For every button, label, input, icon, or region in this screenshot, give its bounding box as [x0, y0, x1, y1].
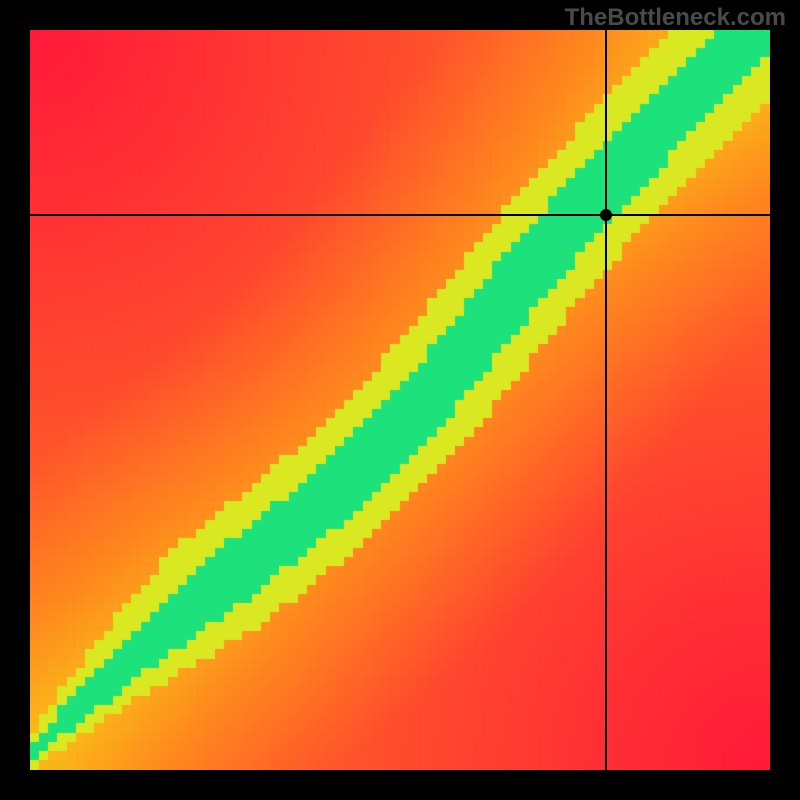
bottleneck-heatmap	[30, 30, 770, 770]
crosshair-marker	[600, 209, 612, 221]
crosshair-horizontal	[30, 214, 770, 216]
crosshair-vertical	[605, 30, 607, 770]
watermark-text: TheBottleneck.com	[565, 4, 786, 32]
